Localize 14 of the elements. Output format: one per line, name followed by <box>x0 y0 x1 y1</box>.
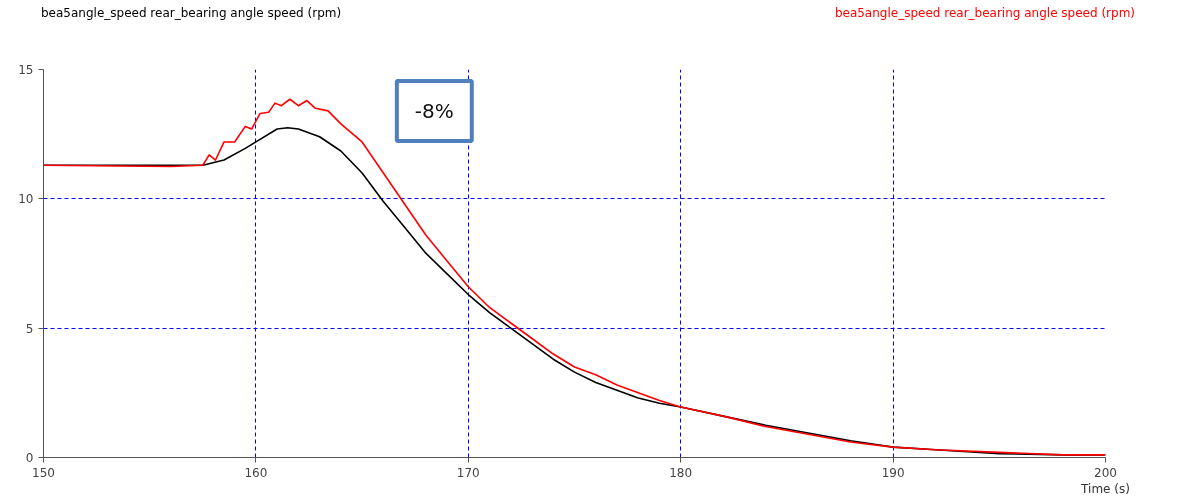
x-tick-label: 160 <box>244 465 268 480</box>
x-tick-label: 150 <box>32 465 55 480</box>
y-tick-label: 5 <box>25 321 34 336</box>
x-tick-label: 180 <box>669 465 693 480</box>
x-tick-label: 200 <box>1094 465 1117 480</box>
x-axis-title: Time (s) <box>1080 481 1130 496</box>
y-tick-label: 15 <box>18 63 34 77</box>
text: bea5angle_speed rear_bearing angle speed (rpm) <box>834 5 1135 22</box>
x-tick-label: 170 <box>456 465 480 480</box>
text: bea5angle_speed rear_bearing angle speed (rpm) <box>41 5 342 22</box>
x-tick-label: 190 <box>881 465 905 480</box>
annotation: -8% <box>414 98 454 123</box>
y-tick-label: 10 <box>18 192 34 207</box>
y-tick-label: 0 <box>25 451 34 465</box>
